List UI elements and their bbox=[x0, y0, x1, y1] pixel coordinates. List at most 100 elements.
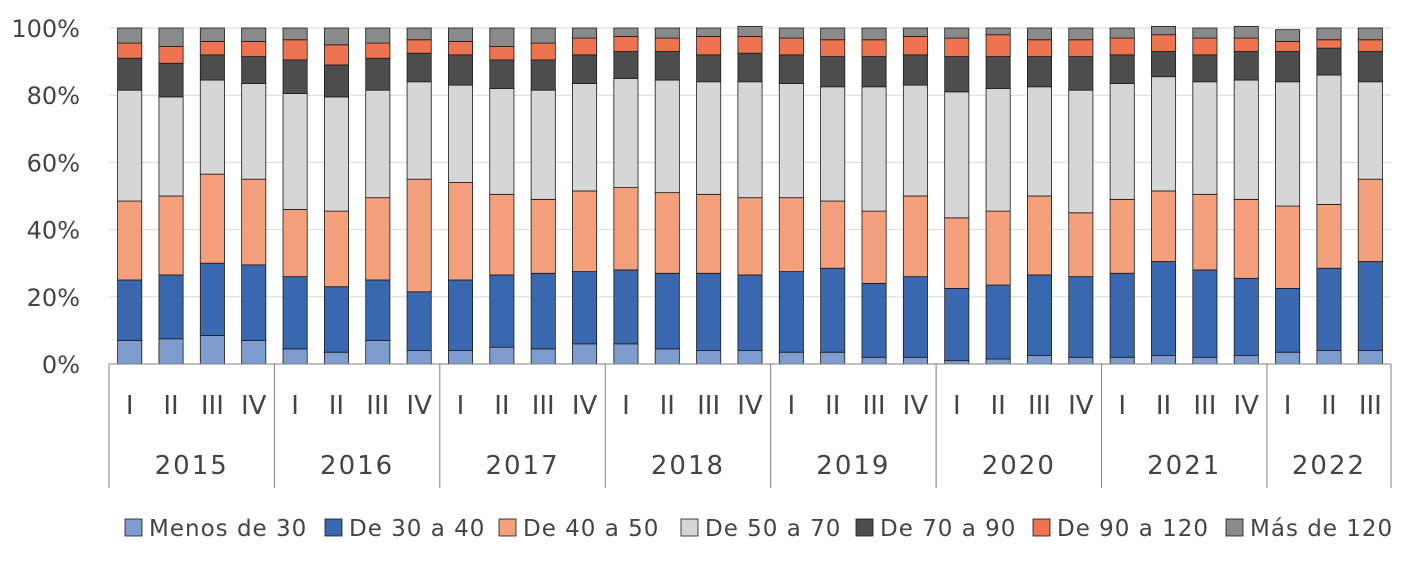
bar-segment bbox=[1068, 89, 1094, 214]
bar-segment bbox=[282, 59, 308, 94]
bar-segment bbox=[1357, 27, 1383, 41]
quarter-tick-label: III bbox=[366, 391, 389, 421]
quarter-tick-label: III bbox=[201, 391, 224, 421]
bar-segment bbox=[985, 88, 1011, 212]
quarter-tick-label: II bbox=[825, 391, 840, 421]
bar-segment bbox=[654, 348, 680, 365]
bar-segment bbox=[613, 269, 639, 345]
bar-segment bbox=[282, 39, 308, 61]
bar-segment bbox=[489, 274, 515, 348]
bar-segment bbox=[902, 36, 928, 56]
bar-segment bbox=[158, 46, 184, 64]
bar-segment bbox=[199, 41, 225, 56]
legend-swatch bbox=[1032, 518, 1051, 537]
bar-segment bbox=[158, 195, 184, 276]
bar-segment bbox=[406, 27, 432, 41]
bar-segment bbox=[737, 52, 763, 83]
bar-segment bbox=[944, 27, 970, 39]
bar-segment bbox=[1192, 37, 1218, 56]
bar-segment bbox=[1357, 81, 1383, 180]
bar-segment bbox=[365, 89, 391, 199]
bar-segment bbox=[365, 197, 391, 281]
quarter-tick-label: II bbox=[990, 391, 1005, 421]
bar-segment bbox=[406, 81, 432, 180]
bar-segment bbox=[1233, 25, 1259, 39]
y-axis: 0% 20% 40% 60% 80% 100% bbox=[11, 15, 80, 379]
bar-segment bbox=[737, 36, 763, 54]
quarter-tick-label: IV bbox=[737, 391, 763, 421]
bar-segment bbox=[241, 83, 267, 180]
bar-segment bbox=[778, 83, 804, 199]
bar-segment bbox=[282, 348, 308, 365]
bar-segment bbox=[1316, 47, 1342, 76]
legend-swatch bbox=[855, 518, 874, 537]
quarter-tick-label: I bbox=[457, 391, 465, 421]
quarter-tick-label: I bbox=[126, 391, 134, 421]
year-label: 2021 bbox=[1147, 451, 1221, 481]
bar-segment bbox=[572, 27, 598, 39]
bar-segment bbox=[199, 79, 225, 175]
bar-segment bbox=[530, 59, 556, 91]
bar-segment bbox=[323, 64, 349, 98]
bar-segment bbox=[406, 178, 432, 293]
legend-label: De 90 a 120 bbox=[1057, 516, 1209, 542]
bar-segment bbox=[117, 200, 143, 281]
bar-segment bbox=[1109, 198, 1135, 274]
bar-segment bbox=[365, 279, 391, 341]
bar-segment bbox=[820, 351, 846, 365]
bar-segment bbox=[778, 27, 804, 39]
bar-segment bbox=[1316, 203, 1342, 269]
y-tick-label: 100% bbox=[11, 15, 80, 43]
bar-segment bbox=[1151, 51, 1177, 78]
quarter-tick-label: IV bbox=[1234, 391, 1260, 421]
bar-segment bbox=[365, 27, 391, 44]
bar-segment bbox=[1316, 350, 1342, 365]
bar-segment bbox=[1068, 27, 1094, 41]
bar-segment bbox=[1275, 81, 1301, 207]
bar-segment bbox=[1233, 277, 1259, 357]
bar-segment bbox=[323, 351, 349, 365]
bar-segment bbox=[1109, 27, 1135, 39]
bar-segment bbox=[1233, 37, 1259, 52]
bar-segment bbox=[613, 78, 639, 188]
legend-swatch bbox=[680, 518, 699, 537]
bar-segment bbox=[158, 62, 184, 98]
y-tick-label: 80% bbox=[27, 82, 80, 110]
bar-segment bbox=[199, 262, 225, 336]
bar-segment bbox=[902, 27, 928, 37]
bar-segment bbox=[861, 39, 887, 57]
bar-segment bbox=[1316, 39, 1342, 49]
legend-swatch bbox=[1225, 518, 1244, 537]
bar-segment bbox=[985, 27, 1011, 36]
bar-segment bbox=[1068, 276, 1094, 358]
quarter-tick-label: I bbox=[953, 391, 961, 421]
bar-segment bbox=[654, 79, 680, 194]
bar-segment bbox=[820, 200, 846, 269]
bar-segment bbox=[944, 217, 970, 289]
y-tick-label: 40% bbox=[27, 217, 80, 245]
bar-segment bbox=[1026, 56, 1052, 88]
bar-segment bbox=[737, 197, 763, 276]
bar-segment bbox=[282, 276, 308, 350]
year-label: 2016 bbox=[320, 451, 394, 481]
bar-segment bbox=[1192, 356, 1218, 365]
bar-segment bbox=[1151, 261, 1177, 356]
bar-segment bbox=[1026, 274, 1052, 356]
bar-segment bbox=[241, 264, 267, 341]
bar-segment bbox=[1109, 356, 1135, 365]
bars bbox=[117, 25, 1383, 365]
bar-segment bbox=[1151, 190, 1177, 262]
x-axis: I II III IV I II III IV I II III IV I II III IV I II III IV… bbox=[108, 363, 1392, 488]
bar-segment bbox=[902, 54, 928, 86]
bar-segment bbox=[158, 27, 184, 47]
bar-segment bbox=[489, 88, 515, 195]
bar-segment bbox=[985, 34, 1011, 57]
bar-segment bbox=[861, 356, 887, 365]
year-label: 2020 bbox=[982, 451, 1056, 481]
bar-segment bbox=[1192, 54, 1218, 83]
legend-label: De 70 a 90 bbox=[880, 516, 1016, 542]
bar-segment bbox=[820, 56, 846, 88]
bar-segment bbox=[1275, 29, 1301, 42]
quarter-tick-label: I bbox=[622, 391, 630, 421]
bar-segment bbox=[448, 182, 474, 281]
